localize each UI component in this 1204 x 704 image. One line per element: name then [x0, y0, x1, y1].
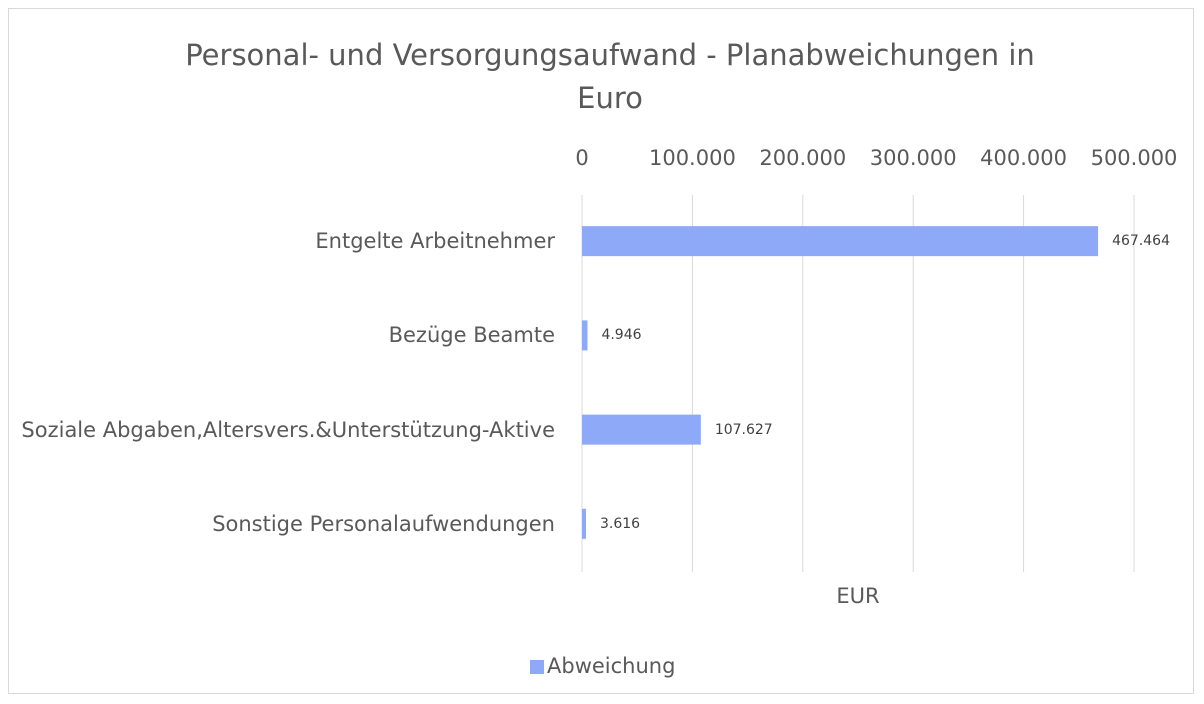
y-tick-label: Entgelte Arbeitnehmer — [315, 229, 555, 254]
y-tick-label: Bezüge Beamte — [388, 323, 555, 348]
x-tick-label: 300.000 — [869, 146, 957, 170]
data-label: 467.464 — [1112, 233, 1170, 250]
legend: Abweichung — [530, 654, 675, 678]
data-label: 4.946 — [601, 327, 642, 344]
y-tick-label: Sonstige Personalaufwendungen — [212, 511, 555, 536]
y-tick-label: Soziale Abgaben,Altersvers.&Unterstützun… — [21, 417, 555, 442]
x-tick-label: 500.000 — [1090, 146, 1178, 170]
x-tick-label: 100.000 — [648, 146, 736, 170]
data-label: 3.616 — [599, 515, 641, 532]
x-tick-label: 0 — [575, 146, 589, 170]
chart-title: Personal- und Versorgungsaufwand - Plana… — [185, 38, 1035, 115]
legend-label: Abweichung — [547, 654, 676, 678]
x-axis-label: EUR — [836, 584, 880, 608]
x-tick-label: 400.000 — [980, 146, 1068, 170]
x-tick-label: 200.000 — [759, 146, 847, 170]
bar — [582, 226, 1099, 257]
data-label: 107.627 — [714, 421, 773, 438]
chart-frame — [8, 8, 1194, 694]
bar — [582, 320, 588, 351]
bar — [582, 414, 701, 445]
legend-swatch — [530, 660, 544, 674]
bar — [582, 508, 586, 539]
